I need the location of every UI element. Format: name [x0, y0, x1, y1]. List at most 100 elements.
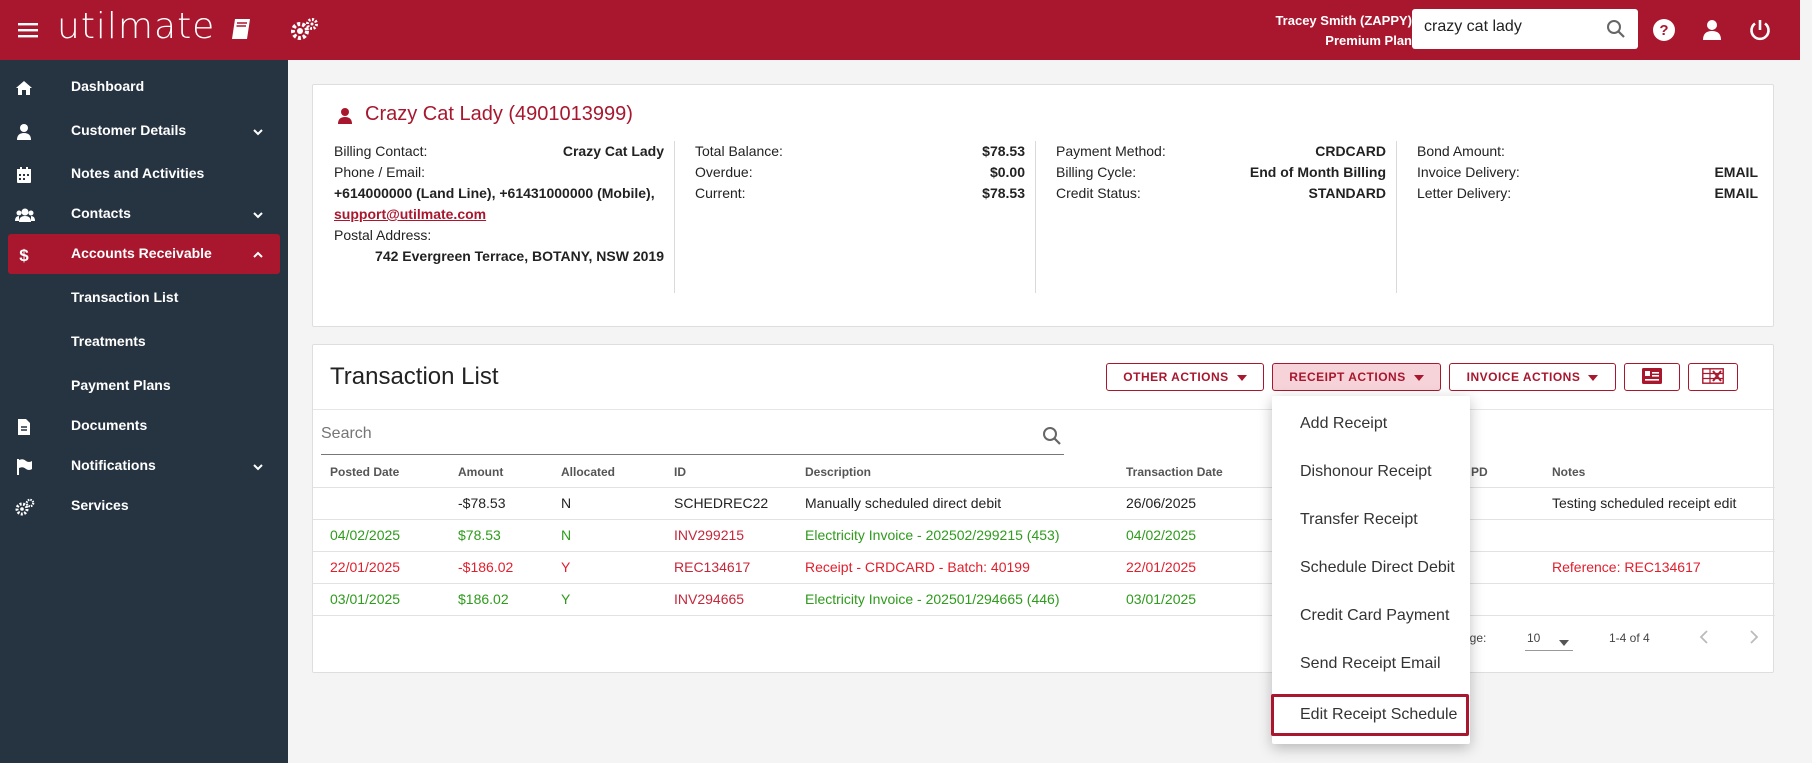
payment-method-value: CRDCARD: [1315, 143, 1386, 159]
sidebar-item-label: Documents: [71, 417, 148, 433]
total-balance-label: Total Balance:: [695, 143, 783, 159]
menu-item-credit-card-payment[interactable]: Credit Card Payment: [1300, 607, 1450, 624]
search-icon[interactable]: [1042, 426, 1062, 451]
current-value: $78.53: [982, 185, 1025, 201]
table-row[interactable]: -$78.53 N SCHEDREC22 Manually scheduled …: [313, 487, 1775, 520]
power-icon[interactable]: [1748, 18, 1772, 47]
sidebar-item-accounts-receivable[interactable]: $ Accounts Receivable: [8, 234, 280, 274]
letter-delivery-value: EMAIL: [1714, 185, 1758, 201]
chevron-right-icon[interactable]: [1748, 629, 1760, 648]
notes: Reference: REC134617: [1535, 551, 1775, 584]
col-header[interactable]: Posted Date: [313, 457, 441, 488]
receipt-actions-button[interactable]: RECEIPT ACTIONS: [1272, 363, 1441, 391]
statement-button[interactable]: [1624, 363, 1680, 391]
posted-date: [313, 487, 441, 520]
cogs-icon[interactable]: [290, 16, 320, 47]
invoice-actions-button[interactable]: INVOICE ACTIONS: [1449, 363, 1616, 391]
transaction-id[interactable]: REC134617: [657, 551, 788, 584]
menu-item-send-receipt-email[interactable]: Send Receipt Email: [1300, 655, 1441, 672]
allocated: N: [544, 487, 657, 520]
export-excel-button[interactable]: [1688, 363, 1738, 391]
col-header[interactable]: Description: [788, 457, 1109, 488]
transaction-id[interactable]: INV299215: [657, 519, 788, 552]
contact-column: Billing Contact: Crazy Cat Lady Phone / E…: [334, 141, 675, 293]
caret-down-icon: [1236, 370, 1247, 384]
transaction-id[interactable]: INV294665: [657, 583, 788, 616]
balance-column: Total Balance: $78.53 Overdue: $0.00 Curre…: [695, 141, 1036, 293]
menu-item-schedule-direct-debit[interactable]: Schedule Direct Debit: [1300, 559, 1455, 576]
user-plan: Premium Plan: [1325, 33, 1412, 48]
search-icon[interactable]: [1606, 19, 1626, 44]
total-balance-value: $78.53: [982, 143, 1025, 159]
col-header[interactable]: ID: [657, 457, 788, 488]
global-search-input[interactable]: [1424, 18, 1594, 36]
customer-title: Crazy Cat Lady (4901013999): [337, 103, 633, 126]
calendar-icon: [15, 166, 33, 184]
sidebar-item-payment-plans[interactable]: Payment Plans: [0, 366, 288, 406]
caret-down-icon: [1413, 370, 1424, 384]
description: Receipt - CRDCARD - Batch: 40199: [788, 551, 1109, 584]
table-row[interactable]: 03/01/2025 $186.02 Y INV294665 Electrici…: [313, 583, 1775, 616]
delivery-column: Bond Amount: Invoice Delivery: EMAIL Lett…: [1417, 141, 1758, 293]
user-icon[interactable]: [1700, 18, 1724, 47]
other-actions-button[interactable]: OTHER ACTIONS: [1106, 363, 1264, 391]
svg-text:?: ?: [1659, 22, 1668, 39]
global-search[interactable]: [1412, 9, 1638, 49]
users-icon: [15, 206, 35, 224]
chevron-up-icon: [252, 248, 264, 264]
chevron-left-icon[interactable]: [1698, 629, 1710, 648]
invoice-delivery-label: Invoice Delivery:: [1417, 164, 1520, 180]
sidebar-item-notes-activities[interactable]: Notes and Activities: [0, 154, 288, 194]
menu-item-transfer-receipt[interactable]: Transfer Receipt: [1300, 511, 1418, 528]
rows-per-page-select[interactable]: 10: [1525, 625, 1573, 651]
receipt-actions-label: RECEIPT ACTIONS: [1289, 370, 1406, 384]
sidebar-item-documents[interactable]: Documents: [0, 406, 288, 446]
table-row[interactable]: 04/02/2025 $78.53 N INV299215 Electricit…: [313, 519, 1775, 552]
amount: -$78.53: [441, 487, 544, 520]
sidebar-item-notifications[interactable]: Notifications: [0, 446, 288, 486]
allocated: Y: [544, 583, 657, 616]
overdue-label: Overdue:: [695, 164, 753, 180]
sidebar-item-label: Treatments: [71, 333, 146, 349]
home-icon: [15, 79, 33, 97]
sidebar-item-transaction-list[interactable]: Transaction List: [0, 278, 288, 318]
table-header-row: Posted Date Amount Allocated ID Descript…: [313, 457, 1775, 488]
credit-status-value: STANDARD: [1308, 185, 1386, 201]
sidebar-item-contacts[interactable]: Contacts: [0, 194, 288, 234]
customer-summary-card: Crazy Cat Lady (4901013999) Billing Cont…: [312, 84, 1774, 327]
sidebar-item-customer-details[interactable]: Customer Details: [0, 111, 288, 151]
help-icon[interactable]: ?: [1652, 18, 1676, 47]
sidebar-item-services[interactable]: Services: [0, 486, 288, 526]
postal-label: Postal Address:: [334, 227, 432, 243]
sidebar-item-treatments[interactable]: Treatments: [0, 322, 288, 362]
billing-column: Payment Method: CRDCARD Billing Cycle: End…: [1056, 141, 1397, 293]
book-icon[interactable]: [228, 16, 254, 47]
col-header[interactable]: Amount: [441, 457, 544, 488]
menu-item-edit-receipt-schedule[interactable]: Edit Receipt Schedule: [1271, 694, 1469, 736]
id-card-icon: [1642, 367, 1662, 387]
col-header[interactable]: Notes: [1535, 457, 1775, 488]
menu-item-dishonour-receipt[interactable]: Dishonour Receipt: [1300, 463, 1432, 480]
transaction-search-input[interactable]: [321, 425, 1001, 443]
transaction-search[interactable]: [321, 417, 1064, 455]
current-label: Current:: [695, 185, 746, 201]
menu-icon[interactable]: [14, 16, 42, 44]
billing-cycle-label: Billing Cycle:: [1056, 164, 1137, 180]
email-link[interactable]: support@utilmate.com: [334, 206, 487, 222]
user-name: Tracey Smith (ZAPPY): [1275, 13, 1412, 28]
sidebar-item-label: Customer Details: [71, 122, 187, 138]
sidebar-item-label: Notes and Activities: [71, 165, 205, 181]
col-header[interactable]: Allocated: [544, 457, 657, 488]
sidebar-item-label: Notifications: [71, 457, 156, 473]
sidebar-item-dashboard[interactable]: Dashboard: [0, 67, 288, 107]
top-bar: utilmate Tracey Smith (ZAPPY) Premium Pl…: [0, 0, 1800, 60]
amount: $78.53: [441, 519, 544, 552]
table-row[interactable]: 22/01/2025 -$186.02 Y REC134617 Receipt …: [313, 551, 1775, 584]
invoice-actions-label: INVOICE ACTIONS: [1466, 370, 1581, 384]
app-logo[interactable]: utilmate: [57, 6, 216, 47]
description: Manually scheduled direct debit: [788, 487, 1109, 520]
letter-delivery-label: Letter Delivery:: [1417, 185, 1512, 201]
menu-item-add-receipt[interactable]: Add Receipt: [1300, 415, 1388, 432]
rows-per-page-value: 10: [1527, 631, 1541, 645]
phone-numbers: +614000000 (Land Line), +61431000000 (Mo…: [334, 185, 655, 201]
